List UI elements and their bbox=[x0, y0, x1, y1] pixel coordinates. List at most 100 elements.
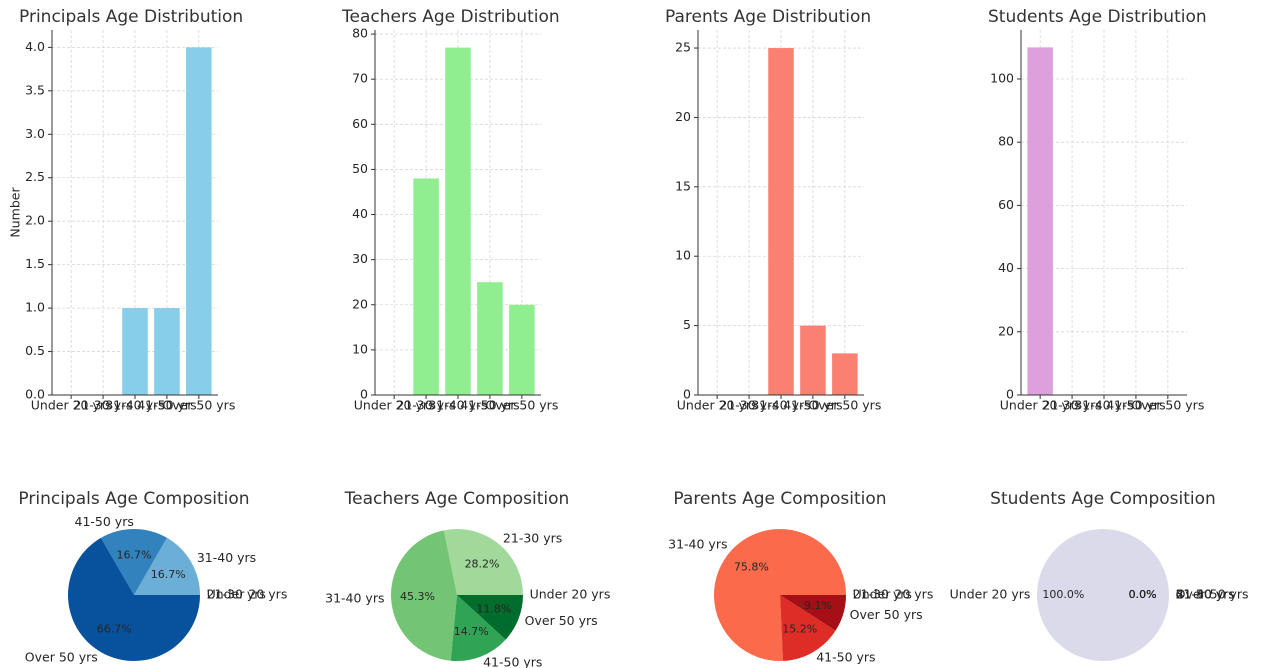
y-tick-label: 50 bbox=[352, 161, 368, 176]
slice-label: Over 50 yrs bbox=[1176, 587, 1249, 602]
bar bbox=[1027, 47, 1053, 395]
bar bbox=[477, 282, 503, 395]
slice-value-label: 14.7% bbox=[454, 625, 489, 638]
slice-label: 21-30 yrs bbox=[503, 530, 562, 545]
y-tick-label: 100 bbox=[990, 70, 1014, 85]
y-tick-label: 0 bbox=[360, 387, 368, 402]
x-tick-label: Over 50 yrs bbox=[485, 398, 558, 413]
chart-title: Teachers Age Distribution bbox=[341, 7, 560, 27]
slice-value-label: 15.2% bbox=[782, 622, 817, 635]
slice-value-label: 0.0% bbox=[1129, 588, 1157, 601]
slice-value-label: 9.1% bbox=[804, 599, 832, 612]
slice-value-label: 16.7% bbox=[116, 548, 151, 561]
slice-value-label: 0.0% bbox=[1129, 588, 1157, 601]
y-tick-label: 60 bbox=[998, 197, 1014, 212]
y-tick-label: 80 bbox=[352, 26, 368, 41]
y-tick-label: 40 bbox=[352, 206, 368, 221]
slice-label: 41-50 yrs bbox=[1176, 587, 1235, 602]
x-tick-label: Over 50 yrs bbox=[1131, 398, 1204, 413]
bar bbox=[832, 353, 858, 395]
pie-slice bbox=[134, 537, 200, 595]
x-tick-label: 31-40 yrs bbox=[105, 398, 164, 413]
y-tick-label: 4.0 bbox=[25, 39, 45, 54]
slice-value-label: 0.0% bbox=[1129, 588, 1157, 601]
slice-label: 31-40 yrs bbox=[668, 536, 727, 551]
y-tick-label: 20 bbox=[352, 296, 368, 311]
slice-value-label: 28.2% bbox=[465, 557, 500, 570]
pie-slice bbox=[780, 595, 836, 661]
x-tick-label: 31-40 yrs bbox=[428, 398, 487, 413]
x-tick-label: 41-50 yrs bbox=[137, 398, 196, 413]
x-tick-label: Over 50 yrs bbox=[808, 398, 881, 413]
bar bbox=[413, 178, 439, 395]
chart-title: Parents Age Composition bbox=[673, 489, 886, 509]
y-tick-label: 15 bbox=[675, 178, 691, 193]
chart-title: Principals Age Distribution bbox=[19, 7, 243, 27]
x-tick-label: Over 50 yrs bbox=[162, 398, 235, 413]
y-tick-label: 80 bbox=[998, 134, 1014, 149]
bar bbox=[122, 308, 148, 395]
x-tick-label: Under 20 yrs bbox=[1000, 398, 1081, 413]
pie-slice bbox=[67, 537, 200, 661]
y-tick-label: 60 bbox=[352, 116, 368, 131]
slice-label: 21-30 yrs bbox=[207, 587, 266, 602]
slice-value-label: 11.8% bbox=[476, 602, 511, 615]
slice-label: 41-50 yrs bbox=[816, 649, 875, 664]
y-tick-label: 1.5 bbox=[25, 256, 45, 271]
slice-value-label: 66.7% bbox=[97, 622, 132, 635]
x-tick-label: 21-30 yrs bbox=[396, 398, 455, 413]
slice-label: 41-50 yrs bbox=[483, 654, 542, 668]
slice-label: Over 50 yrs bbox=[25, 649, 98, 664]
x-tick-label: 41-50 yrs bbox=[783, 398, 842, 413]
y-tick-label: 3.0 bbox=[25, 126, 45, 141]
y-tick-label: 0 bbox=[1006, 387, 1014, 402]
slice-label: 21-30 yrs bbox=[853, 587, 912, 602]
bar bbox=[154, 308, 180, 395]
y-tick-label: 40 bbox=[998, 260, 1014, 275]
slice-label: Over 50 yrs bbox=[850, 607, 923, 622]
slice-label: 41-50 yrs bbox=[75, 514, 134, 529]
y-axis-label: Number bbox=[8, 187, 23, 238]
x-tick-label: 31-40 yrs bbox=[1074, 398, 1133, 413]
slice-label: 31-40 yrs bbox=[1176, 587, 1235, 602]
slice-label: Under 20 yrs bbox=[853, 587, 934, 602]
y-tick-label: 10 bbox=[352, 341, 368, 356]
chart-title: Students Age Distribution bbox=[988, 7, 1207, 27]
bar bbox=[186, 47, 212, 395]
y-tick-label: 3.5 bbox=[25, 82, 45, 97]
y-tick-label: 0 bbox=[683, 387, 691, 402]
y-tick-label: 2.0 bbox=[25, 213, 45, 228]
chart-title: Principals Age Composition bbox=[18, 489, 249, 509]
slice-value-label: 100.0% bbox=[1042, 588, 1084, 601]
slice-label: Under 20 yrs bbox=[530, 587, 611, 602]
bar bbox=[445, 47, 471, 396]
chart-title: Students Age Composition bbox=[990, 489, 1216, 509]
slice-value-label: 0.0% bbox=[1129, 588, 1157, 601]
x-tick-label: 41-50 yrs bbox=[1106, 398, 1165, 413]
y-tick-label: 70 bbox=[352, 71, 368, 86]
pie-slice bbox=[457, 595, 523, 640]
y-tick-label: 1.0 bbox=[25, 300, 45, 315]
x-tick-label: 21-30 yrs bbox=[73, 398, 132, 413]
x-tick-label: 31-40 yrs bbox=[751, 398, 810, 413]
x-tick-label: 21-30 yrs bbox=[1042, 398, 1101, 413]
pie-slice bbox=[443, 529, 523, 595]
x-tick-label: 41-50 yrs bbox=[460, 398, 519, 413]
y-tick-label: 20 bbox=[675, 109, 691, 124]
y-tick-label: 25 bbox=[675, 40, 691, 55]
slice-label: 31-40 yrs bbox=[325, 590, 384, 605]
pie-slice bbox=[100, 529, 167, 595]
chart-title: Teachers Age Composition bbox=[344, 489, 570, 509]
x-tick-label: Under 20 yrs bbox=[31, 398, 112, 413]
slice-label: Over 50 yrs bbox=[525, 613, 598, 628]
slice-value-label: 75.8% bbox=[734, 561, 769, 574]
pie-slice bbox=[1037, 529, 1169, 661]
y-tick-label: 10 bbox=[675, 248, 691, 263]
slice-label: Under 20 yrs bbox=[207, 587, 288, 602]
y-tick-label: 30 bbox=[352, 251, 368, 266]
slice-label: 31-40 yrs bbox=[197, 550, 256, 565]
y-tick-label: 20 bbox=[998, 323, 1014, 338]
x-tick-label: Under 20 yrs bbox=[677, 398, 758, 413]
y-tick-label: 5 bbox=[683, 317, 691, 332]
